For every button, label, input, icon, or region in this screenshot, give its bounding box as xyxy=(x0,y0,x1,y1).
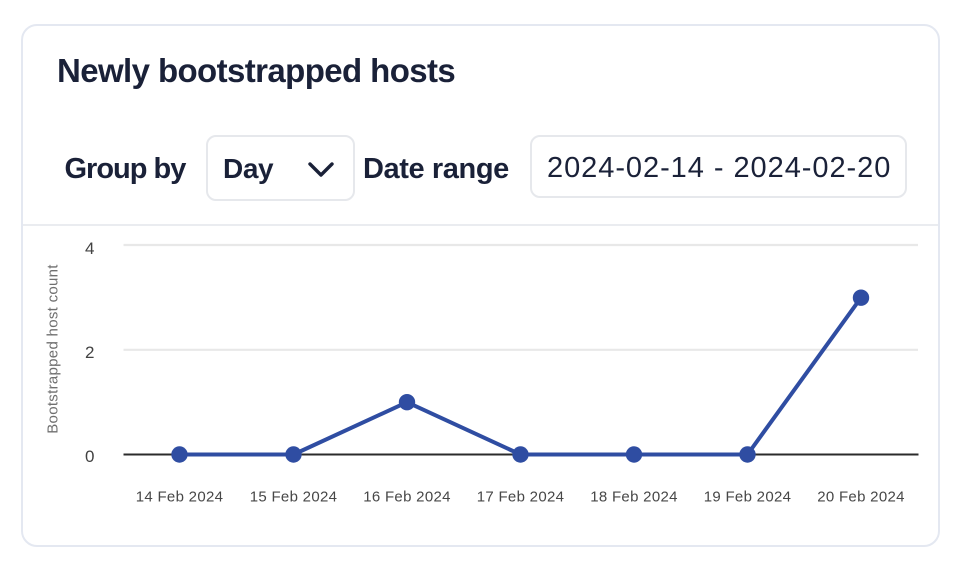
svg-text:19 Feb 2024: 19 Feb 2024 xyxy=(704,489,792,506)
svg-text:15 Feb 2024: 15 Feb 2024 xyxy=(250,489,338,506)
svg-text:14 Feb 2024: 14 Feb 2024 xyxy=(136,489,224,506)
svg-text:Bootstrapped host count: Bootstrapped host count xyxy=(45,264,62,434)
svg-text:17 Feb 2024: 17 Feb 2024 xyxy=(477,489,565,506)
svg-text:2: 2 xyxy=(85,343,94,362)
svg-text:20 Feb 2024: 20 Feb 2024 xyxy=(817,489,905,506)
svg-text:4: 4 xyxy=(85,239,94,258)
svg-text:18 Feb 2024: 18 Feb 2024 xyxy=(590,489,678,506)
svg-text:16 Feb 2024: 16 Feb 2024 xyxy=(363,489,451,506)
svg-text:0: 0 xyxy=(85,447,94,466)
